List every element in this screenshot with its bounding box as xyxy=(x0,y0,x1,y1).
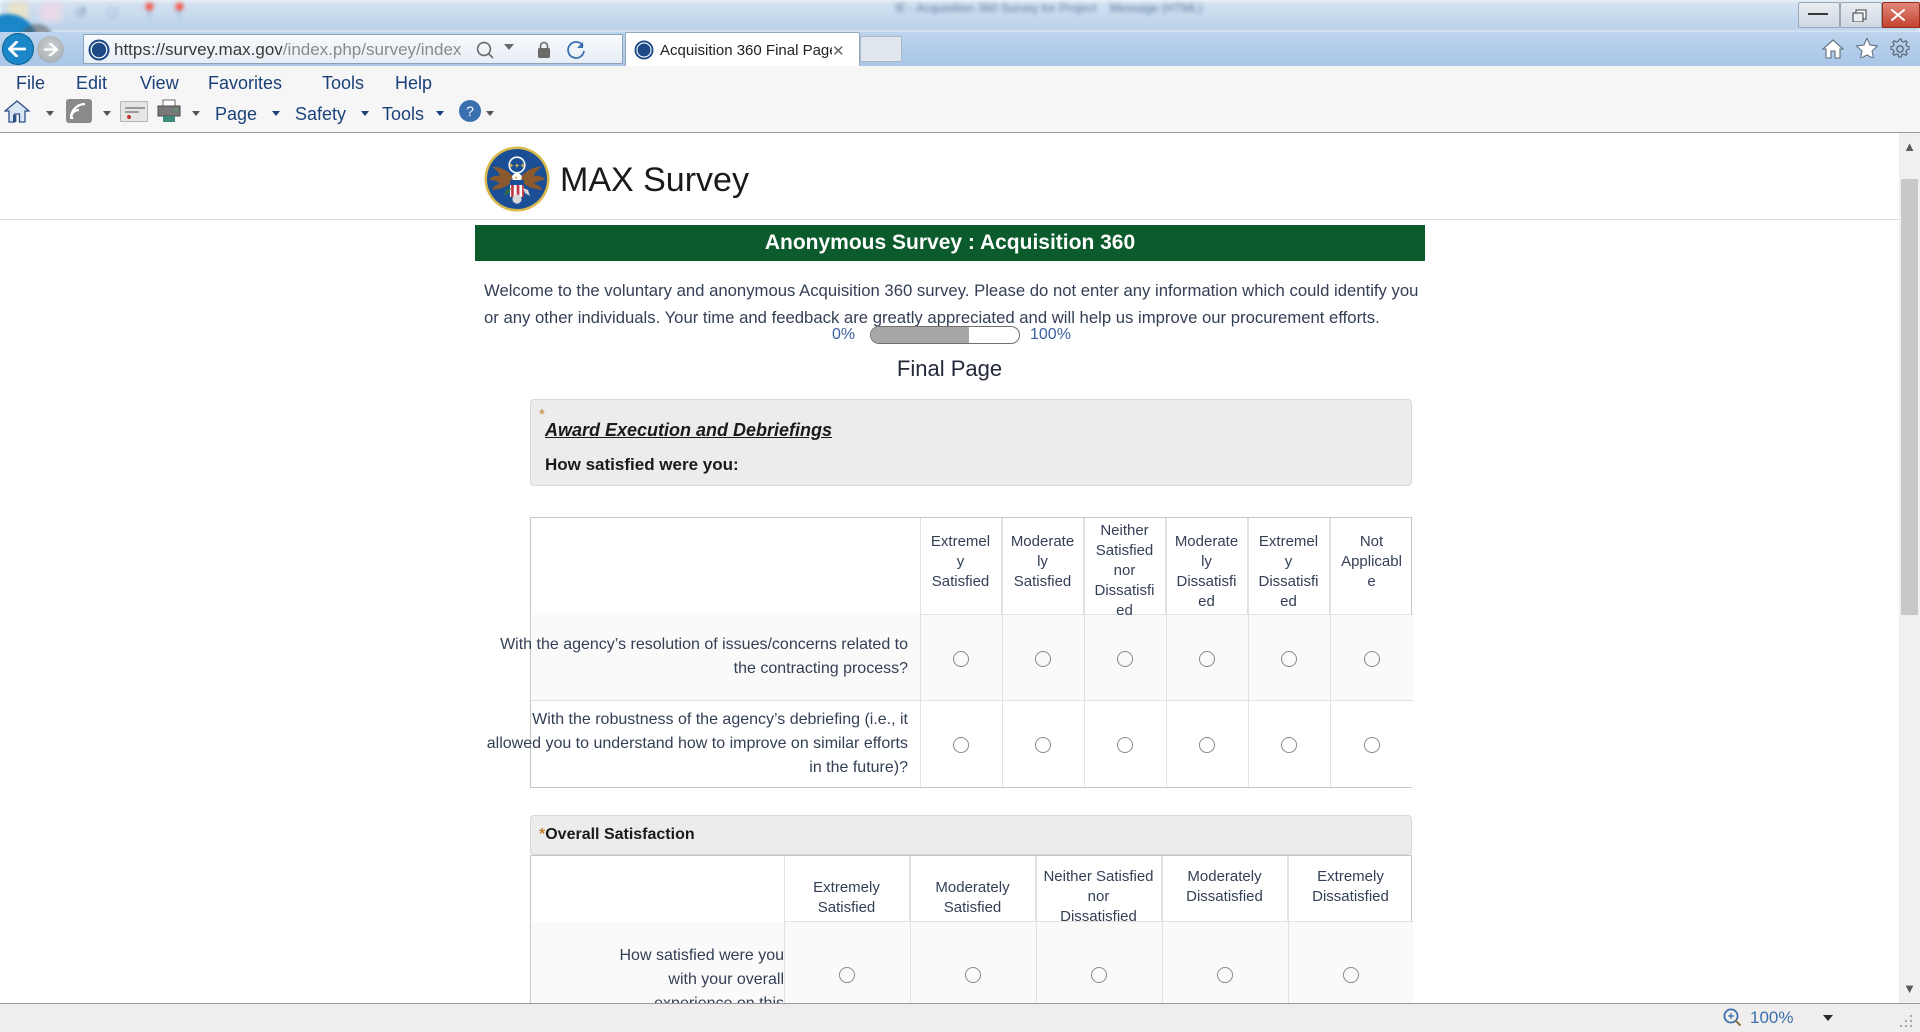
svg-text:?: ? xyxy=(466,103,474,119)
svg-text:✦✦✦: ✦✦✦ xyxy=(508,162,526,170)
